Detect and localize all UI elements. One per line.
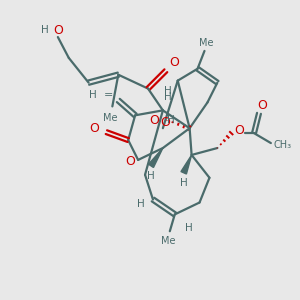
Text: H: H: [147, 171, 155, 181]
Text: =: =: [104, 91, 113, 100]
Text: Me: Me: [160, 236, 175, 246]
Text: O: O: [234, 124, 244, 137]
Text: O: O: [257, 99, 267, 112]
Text: H: H: [180, 178, 188, 188]
Text: H: H: [41, 25, 49, 35]
Text: O: O: [149, 114, 159, 127]
Polygon shape: [181, 155, 192, 174]
Text: O: O: [90, 122, 100, 135]
Polygon shape: [148, 148, 163, 167]
Text: H: H: [185, 223, 193, 233]
Text: H: H: [89, 89, 96, 100]
Text: Me: Me: [199, 38, 214, 48]
Text: H: H: [137, 200, 145, 209]
Text: O: O: [169, 56, 179, 69]
Text: O: O: [125, 155, 135, 168]
Text: CH₃: CH₃: [274, 140, 292, 150]
Text: O: O: [160, 116, 170, 129]
Text: H: H: [167, 115, 175, 125]
Text: H: H: [164, 92, 172, 101]
Text: H: H: [164, 85, 172, 96]
Text: Me: Me: [103, 113, 118, 123]
Text: O: O: [53, 24, 63, 37]
